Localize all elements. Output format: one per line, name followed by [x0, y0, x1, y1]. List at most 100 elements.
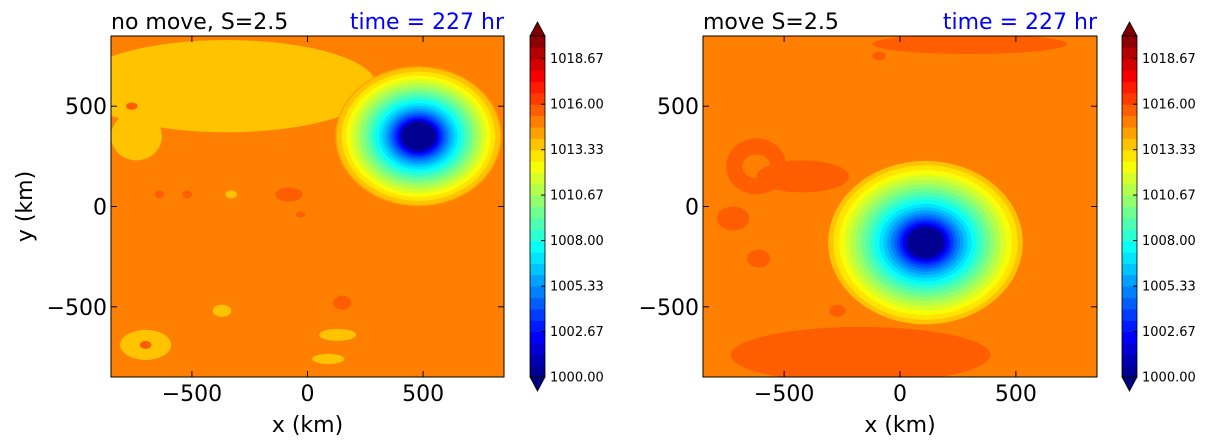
colorbar-segment [530, 297, 545, 310]
pressure-blob [111, 112, 162, 161]
colorbar-segment [1122, 172, 1137, 185]
colorbar-tick-label: 1005.33 [550, 280, 604, 295]
colorbar-tick-label: 1018.67 [550, 52, 604, 67]
colorbar-tick-label: 1000.00 [1142, 371, 1196, 386]
pressure-blob [716, 206, 750, 231]
y-tick-label: 0 [93, 196, 107, 221]
colorbar-extend-max [529, 21, 546, 37]
colorbar-segment [1122, 320, 1137, 333]
colorbar-segment [530, 104, 545, 117]
colorbar-segment [530, 286, 545, 299]
chart-title: no move, S=2.5 [111, 10, 288, 35]
colorbar-segment [530, 92, 545, 105]
colorbar-tick-label: 1018.67 [1142, 52, 1196, 67]
colorbar-tick-label: 1008.00 [550, 234, 604, 249]
y-tick-label: −500 [47, 296, 107, 321]
colorbar-frame [1121, 35, 1138, 378]
colorbar-segment [1122, 308, 1137, 321]
colorbar-segment [1122, 58, 1137, 71]
colorbar-segment [1122, 149, 1137, 162]
colorbar-segment [530, 263, 545, 276]
pressure-blob [182, 190, 192, 199]
chart-time-label: time = 227 hr [943, 10, 1098, 35]
colorbar-segment [1122, 365, 1137, 378]
pressure-blob [111, 40, 377, 133]
pressure-blob [275, 187, 303, 202]
colorbar-segment [530, 308, 545, 321]
colorbar-extend-min [1121, 376, 1138, 392]
pressure-blob [126, 102, 138, 110]
colorbar-segment [1122, 229, 1137, 242]
colorbar-tick-label: 1010.67 [550, 189, 604, 204]
pressure-blob [295, 211, 306, 218]
colorbar-segment [530, 183, 545, 196]
pressure-blob [872, 36, 1067, 55]
colorbar-segment [1122, 342, 1137, 355]
y-axis-label: y (km) [13, 171, 38, 242]
x-tick-label: −500 [162, 382, 222, 407]
x-axis-label: x (km) [272, 413, 343, 438]
x-tick-label: 500 [402, 382, 444, 407]
colorbar-segment [1122, 183, 1137, 196]
pressure-blob [925, 344, 945, 357]
colorbar-segment [530, 161, 545, 173]
pressure-blob [747, 249, 771, 268]
colorbar-segment [1122, 206, 1137, 219]
colorbar-segment [1122, 240, 1137, 253]
colorbar-segment [1122, 36, 1137, 48]
colorbar-segment [530, 58, 545, 71]
pressure-blob [872, 51, 887, 61]
colorbar-segment [530, 70, 545, 83]
colorbar-segment [530, 115, 545, 128]
colorbar-segment [530, 217, 545, 230]
colorbar-segment [1122, 70, 1137, 83]
pressure-blob [225, 190, 237, 199]
pressure-blob [312, 353, 345, 364]
colorbar-tick-label: 1000.00 [550, 371, 604, 386]
colorbar-segment [1122, 92, 1137, 105]
colorbar-segment [1122, 126, 1137, 139]
colorbar-tick-label: 1005.33 [1142, 280, 1196, 295]
colorbar-segment [530, 138, 545, 151]
colorbar-tick-label: 1013.33 [550, 143, 604, 158]
colorbar-tick-label: 1010.67 [1142, 189, 1196, 204]
colorbar-segment [1122, 47, 1137, 60]
x-axis-label: x (km) [864, 413, 935, 438]
y-tick-label: 500 [65, 95, 107, 120]
colorbar-tick-label: 1013.33 [1142, 143, 1196, 158]
colorbar-segment [530, 206, 545, 219]
pressure-blob [139, 340, 152, 349]
pressure-blob [332, 295, 352, 310]
colorbar-segment [1122, 217, 1137, 230]
colorbar-extend-max [1121, 21, 1138, 37]
colorbar-segment [1122, 195, 1137, 208]
chart-time-label: time = 227 hr [350, 10, 505, 35]
colorbar-frame [529, 35, 546, 378]
pressure-blob [756, 160, 850, 193]
colorbar-segment [1122, 274, 1137, 287]
colorbar-segment [530, 126, 545, 139]
panel-2-field [703, 36, 1097, 377]
colorbar-segment [1122, 115, 1137, 128]
pressure-blob [212, 304, 232, 317]
colorbar-segment [1122, 297, 1137, 310]
pressure-blob [154, 190, 165, 199]
colorbar-segment [530, 172, 545, 185]
colorbar-segment [1122, 251, 1137, 264]
colorbar-tick-label: 1008.00 [1142, 234, 1196, 249]
vortex-core [912, 232, 939, 254]
colorbar-segment [530, 195, 545, 208]
colorbar-tick-label: 1002.67 [1142, 325, 1196, 340]
colorbar-segment [530, 36, 545, 48]
colorbar-segment [530, 342, 545, 355]
colorbar-segment [530, 251, 545, 264]
colorbar-segment [1122, 138, 1137, 151]
colorbar-segment [530, 320, 545, 333]
colorbar-segment [1122, 286, 1137, 299]
colorbar-tick-label: 1016.00 [550, 98, 604, 113]
x-tick-label: 0 [893, 382, 907, 407]
colorbar-extend-min [529, 376, 546, 392]
y-tick-label: 500 [657, 95, 699, 120]
panel-1-field [111, 36, 504, 377]
